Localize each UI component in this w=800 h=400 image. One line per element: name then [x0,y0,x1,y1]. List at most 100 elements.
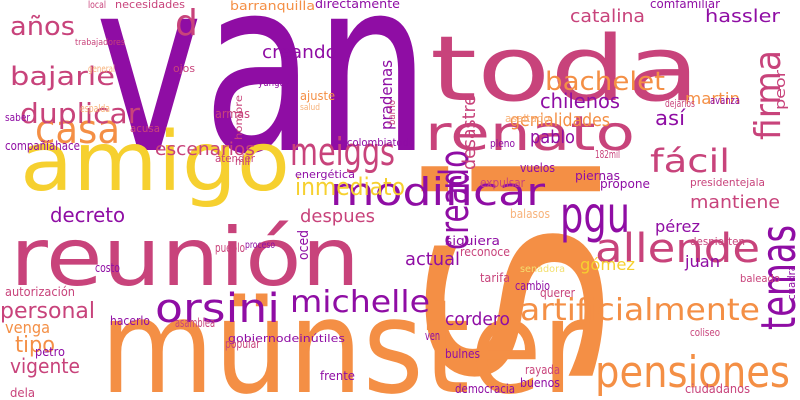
word: pérez [655,217,700,236]
word: michelle [290,285,430,320]
word: tipo [15,333,55,358]
word: tarifa [480,271,510,285]
word: así [655,106,687,130]
word: rayada [525,363,560,377]
word: costo [95,261,120,275]
word: dejarlos [665,97,695,110]
word: mil [235,155,250,168]
word: despues [300,206,375,227]
word: escenarios [155,139,255,160]
word: meiggs [290,130,395,174]
word: pleno [490,137,515,150]
word: temas [751,225,800,330]
word: allende [595,226,760,272]
word: armas [215,107,250,121]
word: gobiernodeinútiles [228,332,345,345]
word: peor [773,70,789,110]
word: cuadra [785,265,798,300]
word: reconoce [460,245,510,259]
word: hombre [234,95,245,140]
word: popular [225,337,260,351]
word: yungay [258,76,290,89]
word: dela [10,386,35,400]
word: ven [425,329,440,343]
word: senadora [520,264,565,275]
word: pueblo [215,241,245,255]
word: proceso [245,240,275,251]
word: pensiones [595,347,790,398]
word: presidentejala [690,176,765,189]
word: decreto [50,203,125,227]
word: barrio [387,100,398,125]
word: d [175,3,198,44]
word: años [10,12,75,42]
word: pgu [560,186,630,244]
word: duplicar [20,97,141,130]
word: propone [600,177,650,191]
word: fácil [650,142,730,180]
word: salud [300,103,320,113]
word: necesidades [115,0,185,11]
word: vigente [10,354,80,378]
word: bulnes [445,347,480,361]
word: comfamiliar [650,0,720,11]
word: actual [405,249,460,270]
word: ojos [173,62,195,75]
word: gómez [580,255,635,274]
word: casa [35,107,120,153]
word: expulsar [480,176,525,190]
word: coliseo [690,326,720,339]
word: colombiatodo [347,136,415,149]
word: bachelet [545,67,665,97]
word: van [95,0,430,207]
word: Si [383,140,656,395]
word: despierten [690,235,745,248]
word: barranquilla [230,0,315,13]
word: energética [295,168,355,181]
word: desastre [459,95,480,170]
word: general [88,64,115,75]
word: local [88,0,106,11]
word: hacerlo [110,314,150,328]
word: 182mil [595,148,620,161]
word: creado [432,150,478,250]
word: ajuste [300,89,335,103]
word: avanza [710,94,740,107]
word: frente [320,369,355,383]
word: hassler [705,6,781,27]
word: directamente [315,0,400,11]
word: amigo [20,115,290,210]
word: münster [100,271,590,400]
word: cambio [515,279,550,293]
word: balasos [510,207,550,221]
word: querer [540,286,575,300]
word: juan [684,252,720,271]
word: personal [0,299,95,324]
word: catalina [570,6,645,27]
word: venga [5,318,50,337]
word: chilenos [540,89,620,113]
word: artificialmente [520,293,760,328]
word: renato [425,106,635,162]
word: atender [215,152,255,165]
word: reunión [10,211,360,304]
word: buenos [520,376,560,390]
word: martin [685,89,740,108]
word: vuelos [520,161,555,175]
word: saber [5,111,30,124]
word: toda [430,17,700,122]
word: mantiene [690,192,780,213]
word: inmediato [295,173,405,201]
word: asamblea [175,316,215,330]
word: orsini [155,286,280,332]
word: democracia [455,382,515,396]
word: modificar [330,170,545,214]
word: acusa [130,122,160,135]
word: compañíahace [5,139,80,153]
word: pradenas [377,60,396,130]
word: oced [296,230,312,260]
word: espalda [80,102,110,115]
word: siquiera [445,234,500,248]
